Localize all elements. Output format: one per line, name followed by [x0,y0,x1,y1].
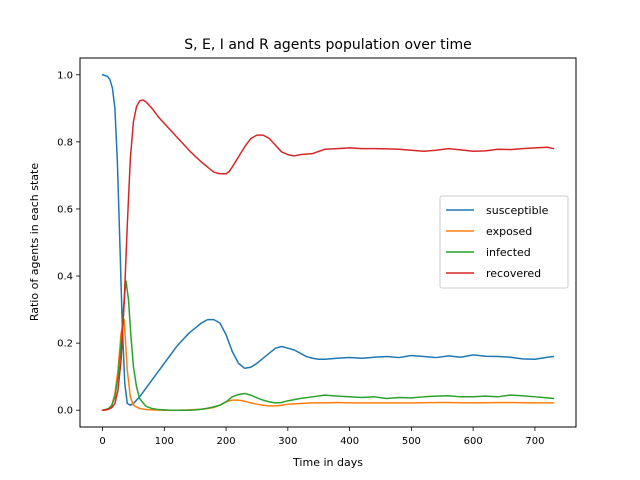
y-tick-label: 1.0 [57,70,73,81]
x-tick-label: 300 [278,436,297,447]
legend-label-infected: infected [486,246,531,259]
legend-label-susceptible: susceptible [486,204,549,217]
y-tick-label: 0.4 [57,272,73,283]
series-layer [101,74,555,411]
y-axis: 0.0 0.2 0.4 0.6 0.8 1.0 [57,70,80,417]
x-axis: 0 100 200 300 400 500 600 700 [99,427,544,447]
x-axis-label: Time in days [292,456,363,469]
series-line-infected [101,280,555,411]
x-tick-label: 100 [155,436,174,447]
x-tick-label: 700 [525,436,544,447]
series-line-susceptible [101,74,555,406]
plot-frame [79,57,577,428]
y-tick-label: 0.8 [57,137,73,148]
series-line-recovered [101,99,555,411]
x-tick-label: 500 [402,436,421,447]
legend-label-recovered: recovered [486,267,541,280]
x-tick-label: 600 [464,436,483,447]
legend-label-exposed: exposed [486,225,532,238]
y-tick-label: 0.0 [57,406,73,417]
x-tick-label: 0 [99,436,105,447]
legend: susceptible exposed infected recovered [439,195,569,289]
x-tick-label: 400 [340,436,359,447]
legend-box [439,195,569,289]
series-line-exposed [101,318,555,411]
y-tick-label: 0.6 [57,204,73,215]
y-axis-label: Ratio of agents in each state [28,163,41,321]
x-tick-label: 200 [217,436,236,447]
y-tick-label: 0.2 [57,339,73,350]
chart-title: S, E, I and R agents population over tim… [184,37,472,53]
